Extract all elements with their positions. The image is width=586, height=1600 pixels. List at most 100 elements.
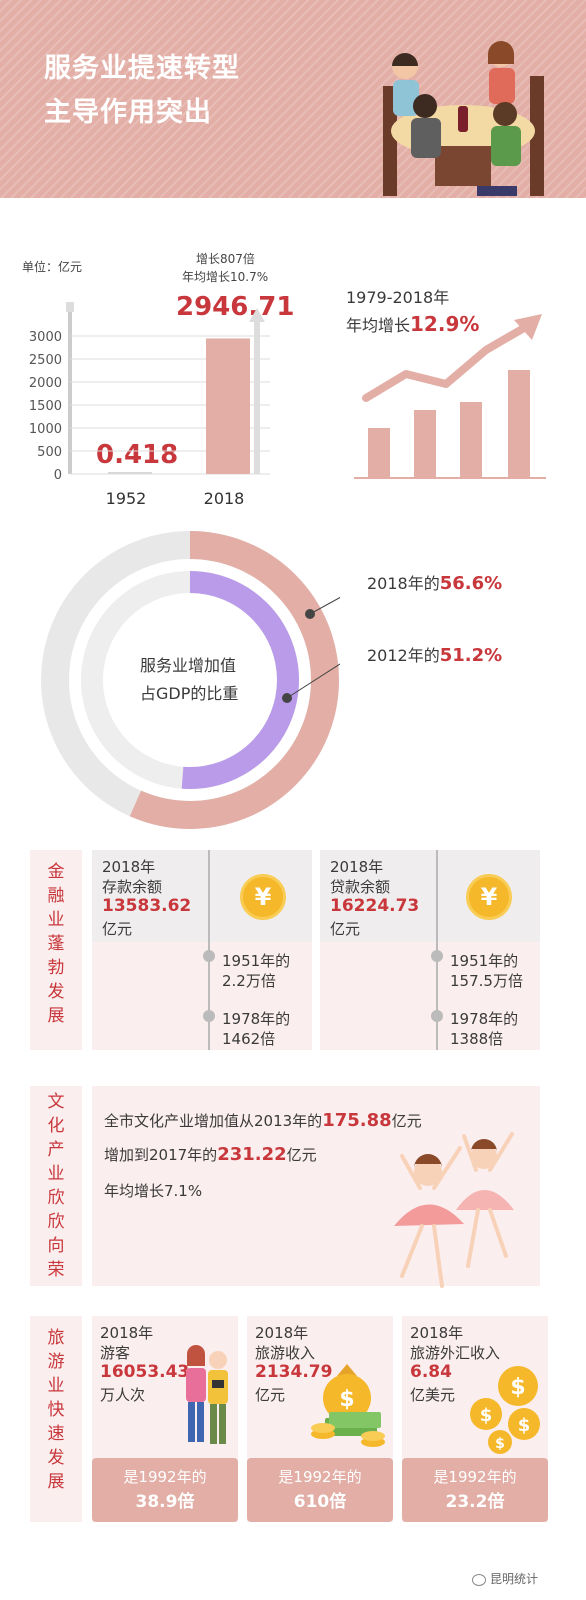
loan-value: 16224.73: [330, 896, 420, 916]
revenue-pill-value: 610倍: [293, 1492, 347, 1512]
wechat-icon: [472, 1573, 486, 1586]
growth-arrow-head: [249, 308, 265, 322]
culture-panel: 全市文化产业增加值从2013年的175.88亿元 增加到2017年的231.22…: [92, 1086, 540, 1288]
label-2012-prefix: 2012年的: [367, 646, 440, 665]
inner-ring-2012: [81, 571, 299, 789]
tourist-unit: 万人次: [100, 1386, 146, 1404]
deposit-name: 存款余额: [102, 878, 163, 896]
loan-compare2-value: 1388倍: [450, 1030, 504, 1048]
culture-line3: 年均增长7.1%: [104, 1182, 203, 1200]
y-tick-label: 3000: [29, 330, 62, 345]
deposit-unit: 亿元: [102, 920, 133, 938]
tourist-pill-value: 38.9倍: [135, 1492, 195, 1512]
culture-side-panel: 文化产业欣欣向荣: [30, 1086, 82, 1286]
forex-unit: 亿美元: [410, 1386, 456, 1404]
tourism-side-panel: 旅游业快速发展: [30, 1316, 82, 1522]
y-tick-label: 0: [54, 468, 62, 483]
label-2018-share: 2018年的56.6%: [367, 570, 502, 594]
revenue-comparison-pill: 是1992年的 610倍: [247, 1458, 393, 1522]
y-tick-label: 2000: [29, 376, 62, 391]
yen-coin-icon: ¥: [466, 874, 512, 920]
revenue-name: 旅游收入: [255, 1344, 316, 1362]
loan-card: 2018年 贷款余额 16224.73 亿元 ¥ 1951年的 157.5万倍 …: [320, 850, 540, 1050]
y-tick-label: 1500: [29, 399, 62, 414]
svg-text:$: $: [495, 1436, 505, 1452]
label-2012-share: 2012年的51.2%: [367, 642, 502, 666]
tourist-card: 2018年 游客 16053.43 万人次 是1992年的 38.9倍: [92, 1316, 238, 1522]
x-tick-label: 2018: [204, 489, 245, 508]
finance-side-label: 金融业蓬勃发展: [47, 862, 65, 1026]
label-2012-value: 51.2%: [439, 645, 503, 666]
forex-name: 旅游外汇收入: [410, 1344, 501, 1362]
label-2018-value: 56.6%: [439, 573, 503, 594]
svg-text:$: $: [518, 1415, 531, 1436]
footer-brand: 昆明统计: [472, 1570, 538, 1587]
growth-annotation-1: 增长807倍: [196, 252, 255, 266]
tourism-side-label: 旅游业快速发展: [47, 1328, 65, 1492]
deposit-compare2-value: 1462倍: [222, 1030, 276, 1048]
forex-pill-label: 是1992年的: [433, 1468, 517, 1486]
x-tick-label: 1952: [106, 489, 147, 508]
deposit-compare1-value: 2.2万倍: [222, 972, 276, 990]
period-growth-prefix: 年均增长: [346, 316, 411, 335]
loan-unit: 亿元: [330, 920, 361, 938]
growth-trend-illustration: [354, 314, 546, 479]
period-label: 1979-2018年: [346, 288, 450, 307]
dollar-coins-icon: $ $ $ $: [470, 1366, 540, 1454]
outer-ring-2018: [41, 531, 339, 829]
y-tick-label: 1000: [29, 422, 62, 437]
header-banner: 服务业提速转型 主导作用突出: [0, 0, 586, 198]
tourist-comparison-pill: 是1992年的 38.9倍: [92, 1458, 238, 1522]
unit-label: 单位：亿元: [22, 260, 83, 274]
donut-center-line1: 服务业增加值: [140, 656, 237, 675]
period-growth-value: 12.9%: [410, 312, 480, 336]
dining-table-illustration: [383, 41, 544, 196]
svg-text:$: $: [510, 1375, 525, 1400]
value-callout-1952: 0.418: [96, 440, 179, 470]
page-title-line1: 服务业提速转型: [44, 53, 240, 84]
tourism-revenue-card: 2018年 旅游收入 2134.79 亿元 $ 是1992年的 610倍: [247, 1316, 393, 1522]
value-callout-2018: 2946.71: [176, 292, 295, 322]
y-tick-label: 500: [37, 445, 62, 460]
revenue-pill-label: 是1992年的: [278, 1468, 362, 1486]
tourist-value: 16053.43: [100, 1362, 190, 1382]
donut-center-line2: 占GDP的比重: [140, 684, 239, 703]
forex-year: 2018年: [410, 1324, 464, 1342]
deposit-value: 13583.62: [102, 896, 192, 916]
bar-2018: [206, 338, 250, 474]
money-bag-icon: $: [311, 1364, 385, 1447]
y-axis-cap: [66, 302, 74, 312]
svg-text:$: $: [480, 1405, 493, 1426]
gdp-share-donut: [41, 531, 340, 829]
culture-line1: 全市文化产业增加值从2013年的175.88亿元: [104, 1110, 422, 1131]
loan-name: 贷款余额: [330, 878, 391, 896]
bar-1952: [108, 472, 152, 474]
deposit-year: 2018年: [102, 858, 156, 876]
revenue-value: 2134.79: [255, 1362, 333, 1382]
tourist-pill-label: 是1992年的: [123, 1468, 207, 1486]
culture-line2: 增加到2017年的231.22亿元: [104, 1144, 317, 1165]
loan-compare1-label: 1951年的: [450, 952, 519, 970]
forex-comparison-pill: 是1992年的 23.2倍: [402, 1458, 548, 1522]
forex-revenue-card: 2018年 旅游外汇收入 6.84 亿美元 $ $ $ $ 是1992年的 23…: [402, 1316, 548, 1522]
deposit-compare1-label: 1951年的: [222, 952, 291, 970]
y-tick-label: 2500: [29, 353, 62, 368]
label-2018-prefix: 2018年的: [367, 574, 440, 593]
deposit-card: 2018年 存款余额 13583.62 亿元 ¥ 1951年的 2.2万倍 19…: [92, 850, 312, 1050]
ballet-dancers-illustration: [394, 1132, 514, 1288]
revenue-year: 2018年: [255, 1324, 309, 1342]
gdp-bar-chart: 0 500 1000 1500 2000 2500 3000 1952 2018: [29, 302, 270, 508]
tourists-illustration: [186, 1345, 228, 1444]
page-title-line2: 主导作用突出: [44, 97, 212, 128]
finance-side-panel: 金融业蓬勃发展: [30, 850, 82, 1050]
culture-side-label: 文化产业欣欣向荣: [47, 1092, 65, 1280]
forex-value: 6.84: [410, 1362, 452, 1382]
tourist-year: 2018年: [100, 1324, 154, 1342]
footer-brand-text: 昆明统计: [490, 1572, 539, 1586]
loan-compare1-value: 157.5万倍: [450, 972, 523, 990]
period-growth: 年均增长12.9%: [346, 312, 479, 336]
loan-year: 2018年: [330, 858, 384, 876]
svg-text:$: $: [339, 1387, 354, 1412]
revenue-unit: 亿元: [255, 1386, 286, 1404]
loan-compare2-label: 1978年的: [450, 1010, 519, 1028]
